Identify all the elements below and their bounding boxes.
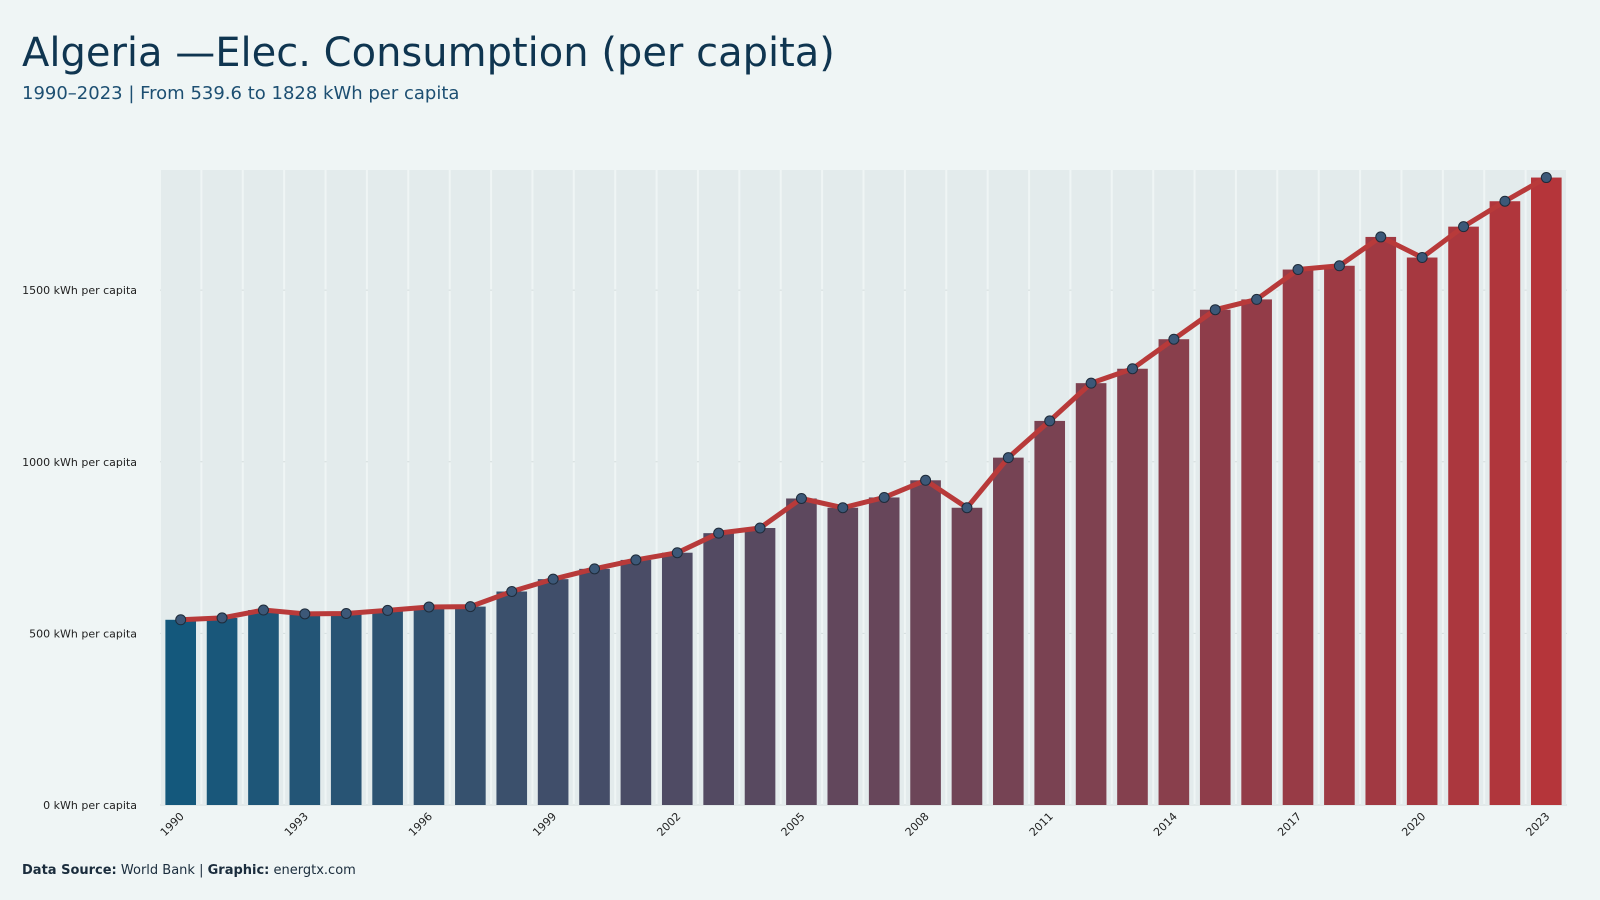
- point: [630, 554, 642, 566]
- point: [1002, 452, 1014, 464]
- graphic: energtx.com: [274, 863, 356, 878]
- bar: [1448, 226, 1479, 805]
- bar: [289, 613, 321, 805]
- point: [1292, 264, 1304, 276]
- bar: [1365, 236, 1397, 805]
- source: World Bank: [121, 863, 196, 878]
- bar: [827, 507, 859, 805]
- point: [920, 474, 932, 486]
- y-tick-label: 500 kWh per capita: [29, 627, 137, 640]
- point: [464, 601, 476, 613]
- point: [1209, 304, 1221, 316]
- bar: [786, 498, 817, 805]
- point: [1251, 293, 1263, 305]
- point: [1085, 377, 1097, 389]
- trend-line: [180, 175, 1548, 623]
- point: [547, 573, 559, 585]
- point: [878, 491, 890, 503]
- bar: [248, 610, 279, 805]
- bar: [1117, 368, 1148, 805]
- chart-subtitle: 1990–2023 | From 539.6 to 1828 kWh per c…: [22, 83, 459, 104]
- point: [1458, 221, 1470, 233]
- bar: [1489, 201, 1521, 806]
- bar: [1241, 299, 1272, 805]
- bar: [1199, 309, 1231, 805]
- point: [713, 527, 725, 539]
- bar: [1530, 177, 1562, 806]
- bar: [1158, 339, 1190, 805]
- bar: [579, 568, 610, 805]
- point: [382, 604, 394, 616]
- bar: [951, 507, 983, 805]
- point: [1375, 231, 1387, 243]
- point: [1499, 195, 1511, 207]
- bar: [910, 480, 941, 805]
- point: [754, 522, 766, 534]
- bar: [620, 559, 652, 805]
- bar: [1406, 257, 1438, 805]
- bar: [1034, 420, 1066, 805]
- y-tick-label: 0 kWh per capita: [43, 799, 137, 812]
- point: [837, 502, 849, 514]
- bar: [1075, 383, 1107, 805]
- point: [1126, 363, 1138, 375]
- point: [506, 586, 518, 598]
- bar: [537, 579, 569, 805]
- bar: [372, 610, 403, 805]
- point: [961, 502, 973, 514]
- bar: [1282, 269, 1314, 805]
- bar: [744, 528, 776, 805]
- source-label: Data Source:: [22, 863, 117, 878]
- point: [423, 601, 435, 613]
- point: [299, 608, 311, 620]
- bar: [206, 617, 238, 805]
- point: [1333, 260, 1345, 272]
- bar: [868, 497, 900, 805]
- chart-title: Algeria —Elec. Consumption (per capita): [22, 30, 835, 76]
- y-tick-label: 1500 kWh per capita: [22, 284, 137, 297]
- bar: [1324, 265, 1355, 805]
- bar: [661, 552, 693, 805]
- point: [1540, 172, 1552, 184]
- bar: [496, 591, 528, 805]
- point: [1044, 415, 1056, 427]
- bar: [455, 606, 486, 805]
- footer: Data Source: World Bank | Graphic: energ…: [22, 863, 356, 878]
- point: [795, 492, 807, 504]
- bar: [413, 606, 445, 805]
- point: [257, 604, 269, 616]
- point: [671, 547, 683, 559]
- y-tick-label: 1000 kWh per capita: [22, 456, 137, 469]
- point: [1416, 252, 1428, 264]
- bar: [330, 613, 362, 805]
- point: [340, 607, 352, 619]
- point: [175, 614, 187, 626]
- bar: [165, 619, 197, 805]
- point: [1168, 333, 1180, 345]
- point: [589, 563, 601, 575]
- graphic-label: Graphic:: [208, 863, 270, 878]
- point: [216, 612, 228, 624]
- bar: [703, 533, 734, 805]
- bar: [993, 457, 1024, 805]
